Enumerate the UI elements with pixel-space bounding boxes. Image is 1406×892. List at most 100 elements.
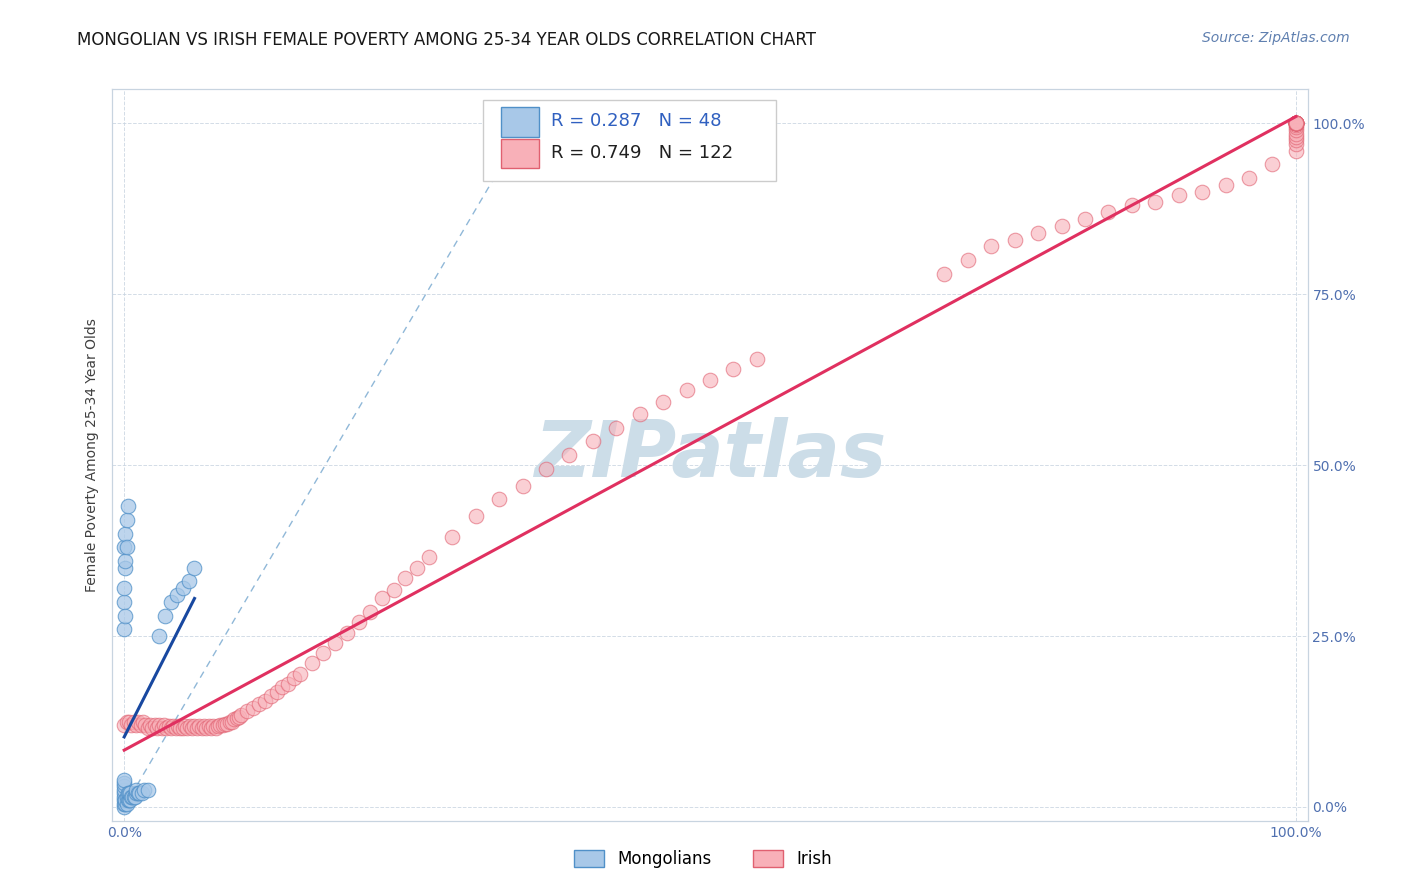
Point	[253, 694, 276, 708]
Point	[1215, 178, 1237, 192]
Point	[112, 772, 135, 787]
Point	[174, 719, 197, 733]
Point	[441, 530, 464, 544]
Point	[112, 540, 135, 554]
Point	[118, 714, 141, 729]
Point	[1285, 116, 1308, 130]
Point	[628, 407, 651, 421]
Point	[699, 373, 721, 387]
Point	[1285, 120, 1308, 134]
Point	[225, 711, 247, 725]
Point	[558, 448, 581, 462]
Point	[131, 786, 153, 800]
Point	[1026, 226, 1049, 240]
FancyBboxPatch shape	[484, 100, 776, 180]
Point	[139, 718, 162, 732]
Point	[464, 509, 486, 524]
Point	[394, 571, 416, 585]
Text: MONGOLIAN VS IRISH FEMALE POVERTY AMONG 25-34 YEAR OLDS CORRELATION CHART: MONGOLIAN VS IRISH FEMALE POVERTY AMONG …	[77, 31, 817, 49]
Point	[112, 776, 135, 790]
Point	[1285, 116, 1308, 130]
Point	[202, 719, 225, 733]
Point	[188, 719, 211, 733]
Point	[301, 657, 323, 671]
Point	[209, 718, 232, 732]
Point	[117, 786, 139, 800]
Point	[118, 786, 141, 800]
Point	[172, 722, 194, 736]
Text: Source: ZipAtlas.com: Source: ZipAtlas.com	[1202, 31, 1350, 45]
Point	[112, 797, 135, 811]
Point	[165, 722, 187, 736]
Point	[1285, 116, 1308, 130]
Point	[114, 608, 136, 623]
Point	[114, 793, 136, 807]
Point	[231, 707, 253, 722]
Point	[114, 554, 136, 568]
FancyBboxPatch shape	[501, 139, 538, 169]
Point	[1285, 116, 1308, 130]
Point	[277, 677, 299, 691]
Point	[1050, 219, 1073, 233]
Point	[186, 722, 208, 736]
Point	[221, 714, 243, 729]
Point	[134, 718, 156, 732]
Point	[336, 625, 359, 640]
Point	[120, 789, 142, 804]
Point	[675, 383, 697, 397]
Point	[956, 253, 979, 268]
Point	[125, 786, 148, 800]
Point	[162, 719, 184, 733]
Point	[359, 605, 381, 619]
Point	[1285, 116, 1308, 130]
Point	[132, 714, 155, 729]
Point	[166, 588, 188, 602]
Point	[112, 800, 135, 814]
Point	[150, 722, 173, 736]
Point	[1285, 116, 1308, 130]
Point	[122, 714, 145, 729]
Point	[1285, 136, 1308, 151]
Point	[172, 581, 194, 595]
Point	[118, 793, 141, 807]
Point	[115, 789, 138, 804]
Point	[323, 636, 346, 650]
Point	[1167, 188, 1189, 202]
Point	[141, 722, 163, 736]
Point	[112, 595, 135, 609]
Point	[129, 718, 152, 732]
Point	[214, 716, 236, 731]
Point	[312, 646, 335, 660]
Point	[347, 615, 370, 630]
Point	[242, 701, 264, 715]
Point	[283, 672, 305, 686]
Point	[745, 352, 768, 367]
Text: R = 0.287   N = 48: R = 0.287 N = 48	[551, 112, 721, 129]
Point	[121, 789, 143, 804]
Y-axis label: Female Poverty Among 25-34 Year Olds: Female Poverty Among 25-34 Year Olds	[86, 318, 100, 592]
FancyBboxPatch shape	[501, 107, 538, 136]
Point	[136, 783, 159, 797]
Point	[117, 499, 139, 513]
Point	[1285, 123, 1308, 137]
Point	[1285, 116, 1308, 130]
Point	[115, 540, 138, 554]
Point	[1074, 212, 1097, 227]
Point	[112, 786, 135, 800]
Point	[1004, 233, 1026, 247]
Point	[120, 718, 142, 732]
Point	[183, 719, 205, 733]
Point	[155, 722, 177, 736]
Point	[1285, 116, 1308, 130]
Point	[1285, 133, 1308, 147]
Point	[1285, 116, 1308, 130]
Point	[200, 722, 222, 736]
Point	[115, 513, 138, 527]
Point	[114, 526, 136, 541]
Point	[1285, 116, 1308, 130]
Point	[195, 722, 218, 736]
Point	[217, 716, 239, 731]
Point	[1261, 157, 1284, 171]
Point	[114, 560, 136, 574]
Point	[148, 718, 170, 732]
